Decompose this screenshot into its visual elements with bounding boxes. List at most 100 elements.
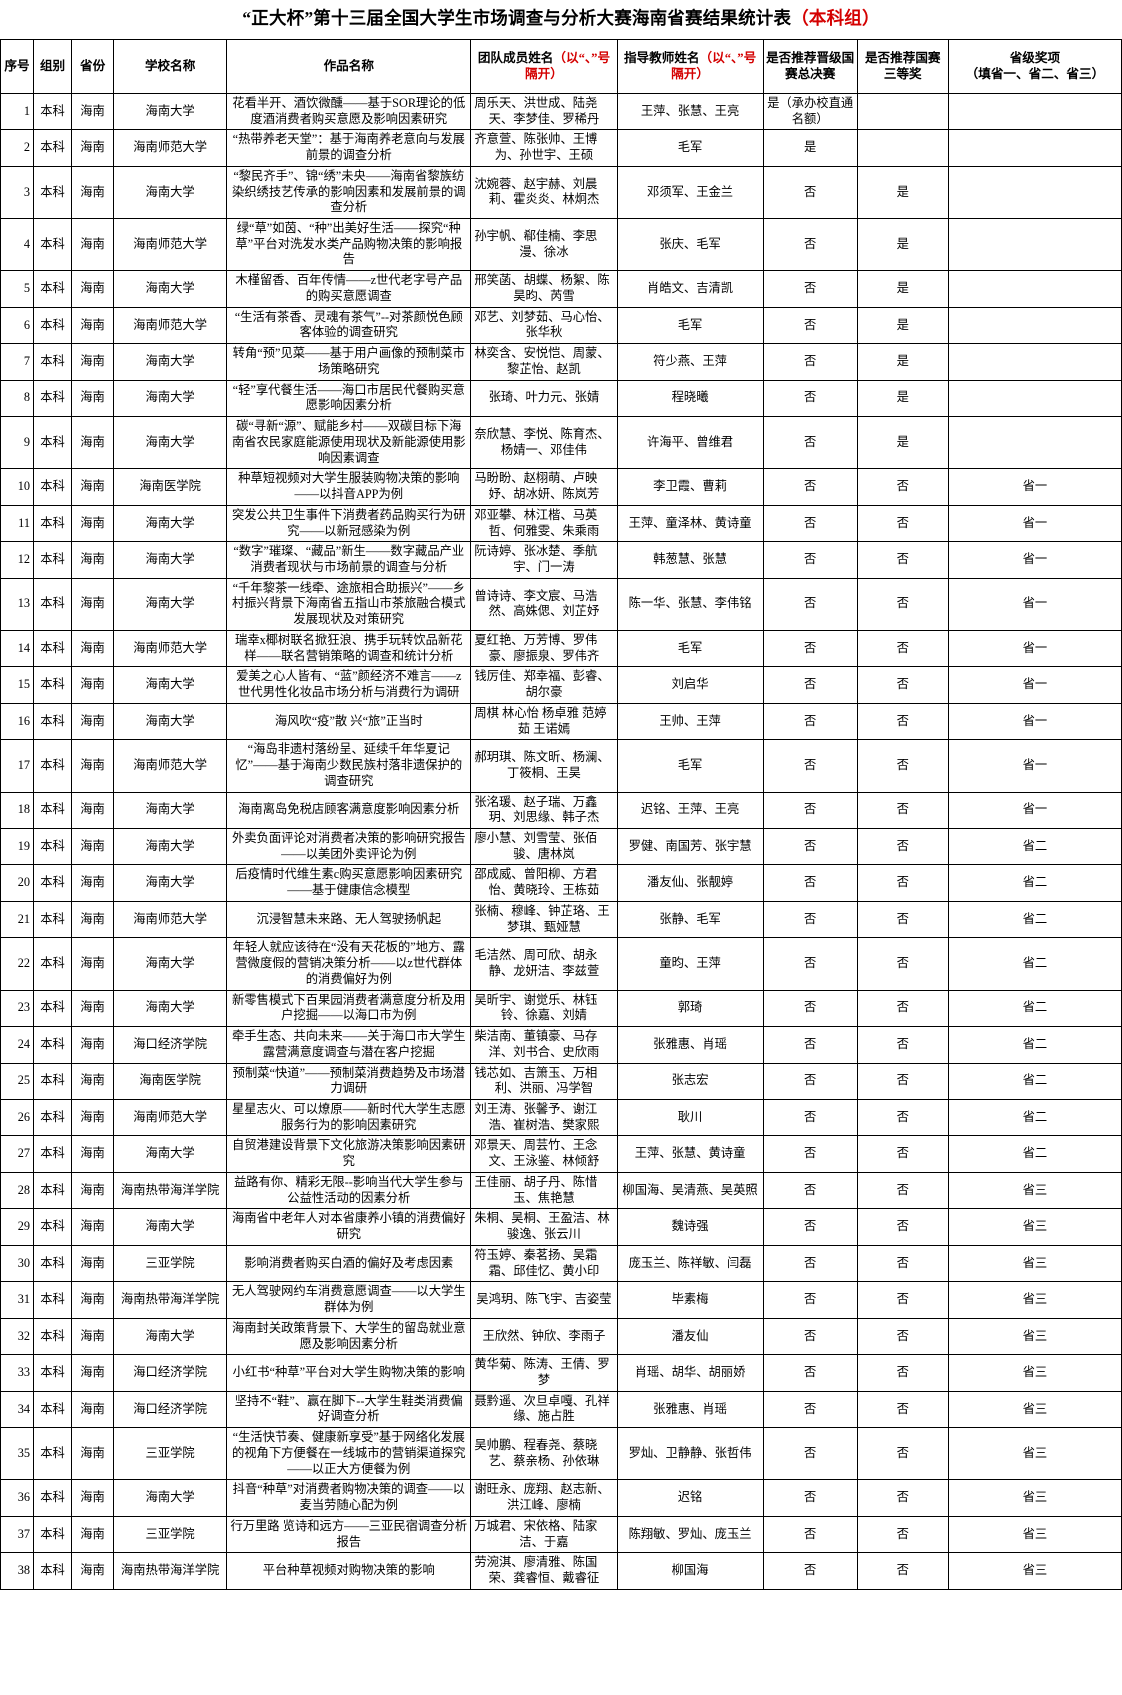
- cell-group: 本科: [33, 504, 73, 543]
- cell-province: 海南: [71, 1354, 115, 1392]
- cell-work: 新零售模式下百果园消费者满意度分析及用户挖掘——以海口市为例: [226, 989, 472, 1028]
- cell-group: 本科: [33, 1317, 73, 1356]
- cell-group: 本科: [33, 1026, 73, 1064]
- cell-school: 海南热带海洋学院: [113, 1171, 228, 1210]
- table-row: 21 本科 海南 海南师范大学 沉浸智慧未来路、无人驾驶扬帆起 张楠、穆峰、钟芷珞、王梦琪…: [0, 900, 1122, 939]
- cell-work: 预制菜“快道”——预制菜消费趋势及市场潜力调研: [226, 1062, 472, 1101]
- cell-national: 否: [762, 218, 858, 272]
- cell-seq: 3: [0, 165, 35, 220]
- cell-work: 益路有你、精彩无限--影响当代大学生参与公益性活动的因素分析: [226, 1171, 472, 1210]
- cell-third-prize: 否: [856, 629, 949, 668]
- cell-group: 本科: [33, 1098, 73, 1137]
- cell-seq: 13: [0, 577, 35, 631]
- cell-school: 海南医学院: [113, 1062, 228, 1101]
- cell-province: 海南: [71, 1317, 115, 1356]
- cell-group: 本科: [33, 468, 73, 506]
- col-header-group: 组别: [33, 38, 73, 94]
- cell-work: 瑞幸x椰树联名掀狂浪、携手玩转饮品新花样——联名营销策略的调查和统计分析: [226, 629, 472, 668]
- cell-team: 孙宇帆、郗佳楠、李思漫、徐冰: [470, 218, 618, 272]
- cell-teacher: 潘友仙: [616, 1317, 764, 1356]
- table-row: 15 本科 海南 海南大学 爱美之心人皆有、“蓝”颜经济不难言——z世代男性化妆品市场分…: [0, 666, 1122, 704]
- cell-province: 海南: [71, 577, 115, 631]
- cell-work: 海南封关政策背景下、大学生的留岛就业意愿及影响因素分析: [226, 1317, 472, 1356]
- cell-group: 本科: [33, 827, 73, 866]
- title-main: “正大杯”第十三届全国大学生市场调查与分析大赛海南省赛结果统计表: [242, 8, 792, 28]
- cell-third-prize: 是: [856, 306, 949, 345]
- cell-group: 本科: [33, 577, 73, 631]
- cell-national: 否: [762, 827, 858, 866]
- cell-teacher: 张志宏: [616, 1062, 764, 1101]
- col-header-team-accent: （以“、”号隔开）: [525, 51, 611, 82]
- cell-award: [947, 416, 1122, 470]
- cell-third-prize: 是: [856, 379, 949, 418]
- cell-third-prize: 是: [856, 218, 949, 272]
- cell-award: 省一: [947, 468, 1122, 506]
- col-header-teacher-label: 指导教师姓名: [623, 51, 700, 66]
- cell-third-prize: 否: [856, 827, 949, 866]
- cell-province: 海南: [71, 416, 115, 470]
- cell-third-prize: 否: [856, 1390, 949, 1429]
- cell-school: 海南大学: [113, 989, 228, 1028]
- cell-group: 本科: [33, 989, 73, 1028]
- cell-award: 省三: [947, 1354, 1122, 1392]
- cell-third-prize: 否: [856, 1062, 949, 1101]
- cell-national: 否: [762, 577, 858, 631]
- cell-province: 海南: [71, 504, 115, 543]
- cell-province: 海南: [71, 666, 115, 704]
- cell-group: 本科: [33, 343, 73, 381]
- cell-team: 万城君、宋依格、陆家洁、于嘉: [470, 1515, 618, 1554]
- cell-province: 海南: [71, 1281, 115, 1319]
- table-row: 19 本科 海南 海南大学 外卖负面评论对消费者决策的影响研究报告——以美团外卖评论为例…: [0, 827, 1122, 866]
- cell-team: 张洺瑗、赵子瑞、万鑫玥、刘思缘、韩子杰: [470, 791, 618, 829]
- cell-teacher: 李卫霞、曹莉: [616, 468, 764, 506]
- cell-third-prize: 否: [856, 1354, 949, 1392]
- table-row: 8 本科 海南 海南大学 “轻”享代餐生活——海口市居民代餐购买意愿影响因素分析 张琦、叶…: [0, 379, 1122, 418]
- table-body: 1 本科 海南 海南大学 花看半开、酒饮微醺——基于SOR理论的低度酒消费者购买意愿及影…: [0, 92, 1122, 1590]
- cell-award: 省三: [947, 1479, 1122, 1517]
- cell-award: 省二: [947, 937, 1122, 991]
- cell-teacher: 迟铭: [616, 1479, 764, 1517]
- cell-school: 海南大学: [113, 504, 228, 543]
- cell-seq: 35: [0, 1427, 35, 1481]
- cell-teacher: 韩葱慧、张慧: [616, 541, 764, 579]
- cell-third-prize: 否: [856, 1479, 949, 1517]
- cell-team: 周乐天、洪世成、陆尧天、李梦佳、罗稀丹: [470, 92, 618, 131]
- table-row: 27 本科 海南 海南大学 自贸港建设背景下文化旅游决策影响因素研究 邓景天、周芸竹、王念…: [0, 1135, 1122, 1173]
- cell-award: [947, 165, 1122, 220]
- cell-award: [947, 129, 1122, 167]
- cell-national: 否: [762, 468, 858, 506]
- cell-team: 沈婉蓉、赵宇赫、刘晨莉、霍炎炎、林炯杰: [470, 165, 618, 220]
- cell-third-prize: 否: [856, 1208, 949, 1246]
- cell-work: 无人驾驶网约车消费意愿调查——以大学生群体为例: [226, 1281, 472, 1319]
- table-row: 3 本科 海南 海南大学 “黎民齐手”、锦“绣”未央——海南省黎族纺染织绣技艺传承的影响…: [0, 165, 1122, 220]
- cell-award: 省二: [947, 1062, 1122, 1101]
- cell-seq: 16: [0, 702, 35, 741]
- col-header-group-label: 组别: [39, 59, 66, 74]
- cell-third-prize: 否: [856, 504, 949, 543]
- cell-seq: 22: [0, 937, 35, 991]
- cell-teacher: 张庆、毛军: [616, 218, 764, 272]
- cell-national: 否: [762, 791, 858, 829]
- cell-seq: 32: [0, 1317, 35, 1356]
- cell-third-prize: 否: [856, 541, 949, 579]
- cell-team: 廖小慧、刘雪莹、张佰骏、唐林岚: [470, 827, 618, 866]
- cell-group: 本科: [33, 739, 73, 793]
- cell-team: 吴帅鹏、程春尧、蔡晓艺、蔡亲杨、孙依琳: [470, 1427, 618, 1481]
- cell-school: 海南大学: [113, 1208, 228, 1246]
- cell-award: 省一: [947, 666, 1122, 704]
- cell-award: 省一: [947, 739, 1122, 793]
- cell-award: [947, 379, 1122, 418]
- cell-province: 海南: [71, 1026, 115, 1064]
- cell-teacher: 邓须军、王金兰: [616, 165, 764, 220]
- cell-seq: 25: [0, 1062, 35, 1101]
- cell-third-prize: [856, 129, 949, 167]
- table-row: 37 本科 海南 三亚学院 行万里路 览诗和远方——三亚民宿调查分析报告 万城君、宋依格、…: [0, 1515, 1122, 1554]
- cell-third-prize: 否: [856, 1515, 949, 1554]
- table-row: 11 本科 海南 海南大学 突发公共卫生事件下消费者药品购买行为研究——以新冠感染为例邓…: [0, 504, 1122, 543]
- cell-seq: 10: [0, 468, 35, 506]
- cell-work: 抖音“种草”对消费者购物决策的调查——以麦当劳随心配为例: [226, 1479, 472, 1517]
- cell-third-prize: [856, 92, 949, 131]
- cell-teacher: 许海平、曾维君: [616, 416, 764, 470]
- cell-work: 年轻人就应该待在“没有天花板的”地方、露营微度假的营销决策分析——以z世代群体的…: [226, 937, 472, 991]
- cell-school: 海口经济学院: [113, 1354, 228, 1392]
